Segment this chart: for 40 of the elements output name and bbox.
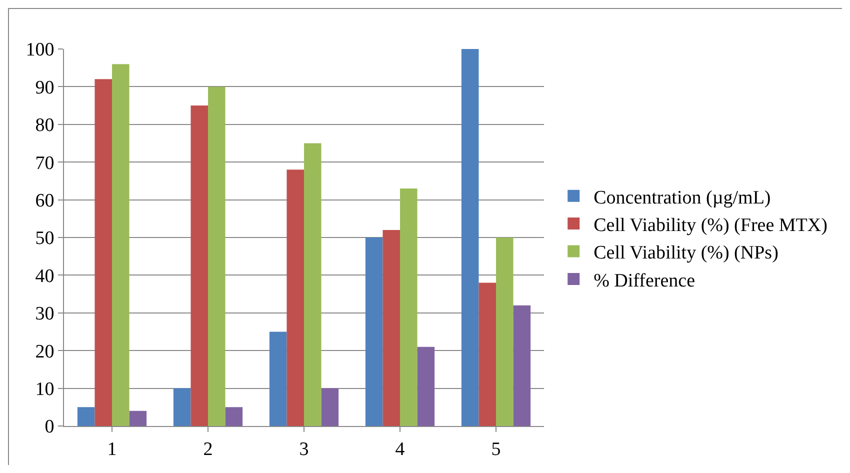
bar bbox=[365, 238, 383, 426]
bar bbox=[269, 332, 287, 426]
x-tick-label: 4 bbox=[395, 438, 406, 460]
y-tick-label: 20 bbox=[35, 341, 54, 362]
bar bbox=[478, 282, 496, 426]
bar bbox=[286, 170, 304, 426]
bar bbox=[461, 49, 479, 426]
y-tick-label: 60 bbox=[35, 190, 54, 212]
bar bbox=[129, 410, 147, 426]
y-tick-label: 100 bbox=[26, 40, 54, 61]
bar bbox=[382, 230, 400, 426]
y-tick-label: 50 bbox=[35, 228, 54, 250]
bar bbox=[208, 86, 226, 426]
y-tick-label: 90 bbox=[35, 77, 54, 98]
y-tick-label: 70 bbox=[35, 152, 54, 174]
bar bbox=[321, 388, 339, 426]
y-tick-label: 40 bbox=[35, 266, 54, 287]
bar bbox=[190, 106, 208, 426]
bar bbox=[77, 407, 95, 426]
y-tick-label: 10 bbox=[35, 378, 54, 400]
legend-label: Cell Viability (%) (NPs) bbox=[594, 242, 778, 264]
bar bbox=[304, 143, 322, 426]
bar bbox=[400, 188, 418, 426]
x-tick-label: 3 bbox=[299, 438, 309, 460]
bar bbox=[496, 238, 514, 426]
x-tick-label: 2 bbox=[203, 438, 213, 460]
y-tick-label: 0 bbox=[44, 416, 54, 438]
bar bbox=[173, 388, 191, 426]
legend-label: Cell Viability (%) (Free MTX) bbox=[594, 214, 828, 236]
y-tick-label: 30 bbox=[35, 304, 54, 325]
bar bbox=[94, 79, 112, 426]
legend-label: % Difference bbox=[594, 270, 696, 292]
bar bbox=[225, 407, 243, 426]
x-tick-label: 5 bbox=[491, 438, 501, 460]
bar bbox=[513, 305, 531, 426]
legend-label: Concentration (µg/mL) bbox=[594, 187, 771, 208]
bar bbox=[417, 346, 435, 426]
y-tick-label: 80 bbox=[35, 115, 54, 136]
bar bbox=[112, 64, 130, 426]
x-tick-label: 1 bbox=[107, 438, 117, 460]
